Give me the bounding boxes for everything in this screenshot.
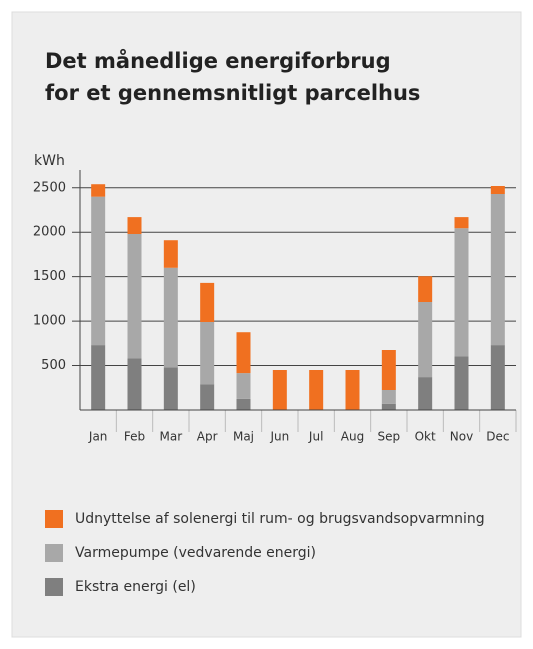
panel [11, 11, 522, 638]
bar-segment [127, 217, 142, 234]
x-tick-label: Maj [233, 430, 254, 444]
bar-segment [418, 377, 433, 410]
bar-segment [490, 345, 505, 410]
y-tick-label: 2000 [33, 225, 66, 240]
bar-segment [163, 267, 178, 368]
bar-segment [418, 276, 433, 302]
bar-segment [200, 282, 215, 322]
x-tick-label: Jan [88, 430, 108, 444]
legend-swatch [45, 544, 63, 562]
bar-segment [236, 332, 251, 374]
bar-segment [454, 217, 469, 229]
bar-segment [418, 302, 433, 378]
bar-segment [381, 390, 396, 404]
bar-segment [236, 373, 251, 399]
x-tick-label: Nov [450, 430, 473, 444]
y-axis-label: kWh [34, 153, 65, 169]
x-tick-label: Aug [341, 430, 364, 444]
x-tick-label: Sep [378, 430, 401, 444]
bar-segment [272, 370, 287, 410]
bar-segment [490, 194, 505, 346]
bar-segment [91, 196, 106, 346]
bar-segment [454, 228, 469, 357]
bar-segment [454, 356, 469, 410]
x-tick-label: Okt [415, 430, 436, 444]
bar-segment [345, 370, 360, 410]
x-tick-label: Jun [269, 430, 289, 444]
bar-segment [381, 350, 396, 390]
legend-label: Ekstra energi (el) [75, 579, 196, 595]
legend-swatch [45, 510, 63, 528]
legend-swatch [45, 578, 63, 596]
bar-segment [127, 234, 142, 359]
bar-segment [200, 384, 215, 410]
bar-segment [200, 322, 215, 385]
bar-segment [91, 345, 106, 410]
bar-segment [91, 184, 106, 197]
bar-segment [309, 370, 324, 410]
x-tick-label: Mar [160, 430, 183, 444]
bar-segment [490, 186, 505, 194]
chart-title: Det månedlige energiforbrug [45, 48, 391, 73]
x-tick-label: Apr [197, 430, 218, 444]
legend-label: Udnyttelse af solenergi til rum- og brug… [75, 511, 485, 527]
bar-segment [163, 240, 178, 268]
legend-label: Varmepumpe (vedvarende energi) [75, 545, 316, 561]
y-tick-label: 1500 [33, 269, 66, 284]
x-tick-label: Feb [124, 430, 145, 444]
bar-segment [163, 367, 178, 410]
y-tick-label: 1000 [33, 314, 66, 329]
chart-title: for et gennemsnitligt parcelhus [45, 81, 420, 105]
bar-segment [127, 358, 142, 410]
x-tick-label: Dec [486, 430, 509, 444]
x-tick-label: Jul [308, 430, 323, 444]
y-tick-label: 500 [41, 358, 66, 373]
y-tick-label: 2500 [33, 180, 66, 195]
bar-segment [381, 403, 396, 410]
bar-segment [236, 398, 251, 410]
